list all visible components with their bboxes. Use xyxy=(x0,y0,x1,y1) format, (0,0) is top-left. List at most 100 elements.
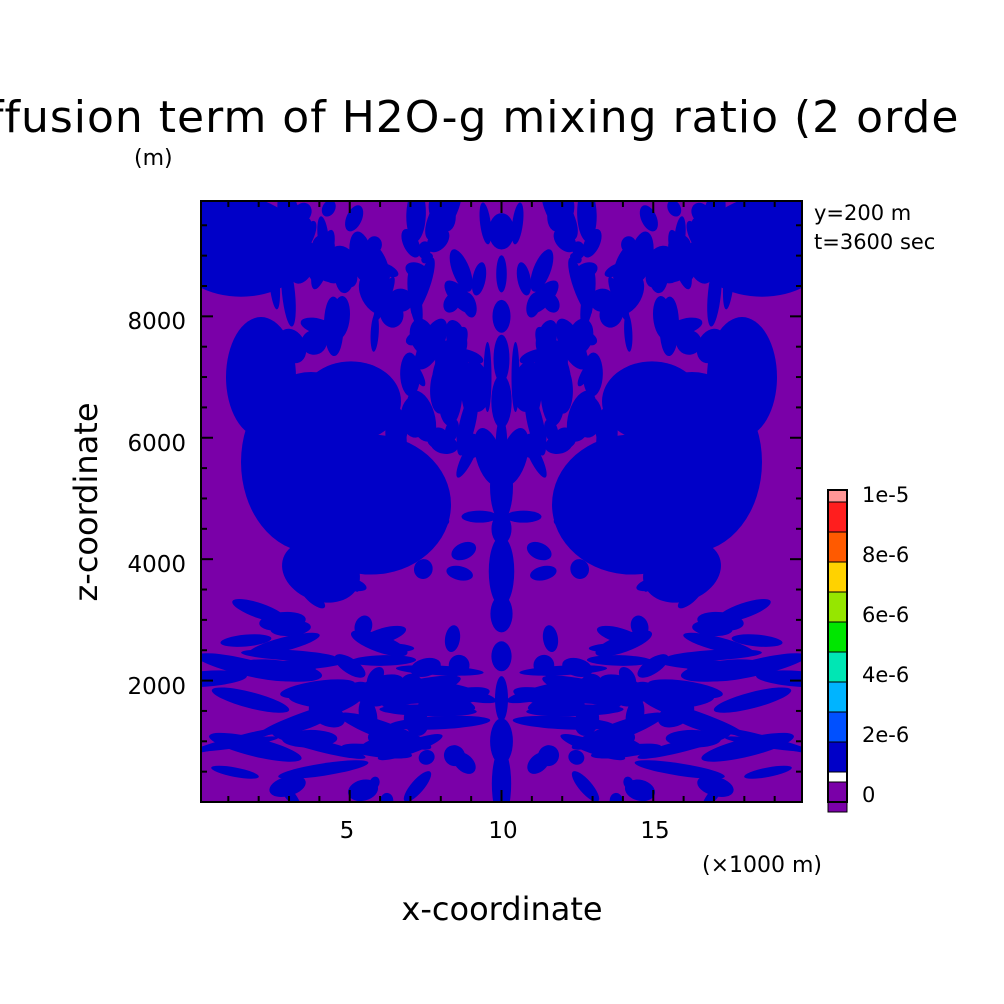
heatmap-cell xyxy=(303,491,324,509)
heatmap-cell xyxy=(403,705,429,736)
heatmap-cell xyxy=(595,430,607,445)
heatmap-cell xyxy=(298,220,317,253)
annotation-t: t=3600 sec xyxy=(814,230,935,254)
heatmap-cell xyxy=(605,503,631,546)
y-tick-label-4000: 4000 xyxy=(127,552,186,578)
heatmap-cell xyxy=(269,437,300,497)
heatmap-cell xyxy=(676,715,732,735)
heatmap-cell xyxy=(527,280,559,314)
heatmap-cell xyxy=(699,771,710,792)
heatmap-cell xyxy=(579,673,603,697)
heatmap-cell xyxy=(306,659,316,673)
heatmap-cell xyxy=(312,234,335,257)
heatmap-cell xyxy=(277,328,307,364)
x-axis-label: x-coordinate xyxy=(401,890,602,928)
heatmap-cell xyxy=(370,312,379,352)
heatmap-cell xyxy=(201,670,247,688)
heatmap-cell xyxy=(429,514,450,527)
heatmap-cell xyxy=(453,752,476,774)
heatmap-cell xyxy=(721,727,802,754)
heatmap-cell xyxy=(542,625,559,653)
heatmap-cell xyxy=(360,364,382,392)
heatmap-cell xyxy=(448,654,470,676)
heatmap-cell xyxy=(677,587,702,609)
colorbar-swatch xyxy=(827,591,848,623)
heatmap-cell xyxy=(533,654,555,676)
heatmap-cell xyxy=(211,765,259,779)
heatmap-cell xyxy=(611,285,631,306)
heatmap-cell xyxy=(529,428,547,450)
heatmap-cell xyxy=(211,687,290,713)
heatmap-cell xyxy=(347,779,379,802)
heatmap-cell xyxy=(637,654,669,678)
heatmap-cell xyxy=(515,367,538,389)
heatmap-cell xyxy=(491,374,512,429)
heatmap-cell xyxy=(648,691,715,709)
heatmap-cell xyxy=(351,655,417,666)
heatmap-cell xyxy=(756,670,802,688)
colorbar-label: 1e-5 xyxy=(862,483,909,507)
heatmap-cell xyxy=(604,262,629,278)
heatmap-cell xyxy=(288,691,355,709)
heatmap-cell xyxy=(668,234,691,257)
heatmap-cell xyxy=(372,285,392,306)
heatmap-cell xyxy=(553,228,577,253)
heatmap-cell xyxy=(396,430,408,445)
heatmap-cell xyxy=(588,643,632,652)
heatmap-cell xyxy=(358,697,378,733)
heatmap-cell xyxy=(574,329,598,346)
heatmap-cell xyxy=(630,615,649,638)
heatmap-cell xyxy=(405,329,429,346)
heatmap-cell xyxy=(418,750,435,765)
heatmap-cell xyxy=(372,503,398,546)
colorbar-label: 6e-6 xyxy=(862,603,909,627)
heatmap-field xyxy=(201,201,802,802)
heatmap-cell xyxy=(624,312,633,352)
heatmap-cell xyxy=(572,241,586,259)
heatmap-cell xyxy=(330,392,371,413)
heatmap-cell xyxy=(530,249,554,292)
heatmap-cell xyxy=(388,288,414,312)
heatmap-cell xyxy=(618,666,637,688)
heatmap-cell xyxy=(697,208,730,241)
heatmap-cell xyxy=(446,565,473,581)
heatmap-cell xyxy=(440,356,454,372)
heatmap-cell xyxy=(632,392,673,413)
colorbar-label: 4e-6 xyxy=(862,663,909,687)
heatmap-cell xyxy=(451,541,477,561)
heatmap-cell xyxy=(568,750,585,765)
heatmap-cell xyxy=(334,252,355,294)
colorbar-swatch xyxy=(827,531,848,563)
heatmap-cell xyxy=(381,727,395,745)
heatmap-cell xyxy=(232,599,287,623)
heatmap-cell xyxy=(268,218,303,277)
heatmap-cell xyxy=(354,615,373,638)
heatmap-cell xyxy=(577,357,597,387)
heatmap-cell xyxy=(700,218,735,277)
y-tick-label-8000: 8000 xyxy=(127,309,186,335)
heatmap-cell xyxy=(426,427,449,449)
heatmap-cell xyxy=(637,732,731,759)
heatmap-cell xyxy=(313,326,336,347)
heatmap-cell xyxy=(667,201,682,217)
heatmap-cell xyxy=(630,440,651,460)
heatmap-cell xyxy=(406,357,426,387)
heatmap-cell xyxy=(491,641,512,672)
heatmap-cell xyxy=(490,595,513,633)
heatmap-cell xyxy=(624,779,656,802)
heatmap-cell xyxy=(716,599,771,623)
heatmap-cell xyxy=(675,534,704,566)
heatmap-cell xyxy=(308,700,346,728)
heatmap-cell xyxy=(530,565,557,581)
heatmap-cell xyxy=(382,397,413,433)
heatmap-cell xyxy=(565,341,589,370)
heatmap-cell xyxy=(505,510,542,523)
heatmap-cell xyxy=(491,513,512,545)
heatmap-cell xyxy=(490,451,513,521)
heatmap-cell xyxy=(545,672,568,690)
heatmap-cell xyxy=(366,236,382,254)
heatmap-cell xyxy=(696,328,726,364)
heatmap-cell xyxy=(493,334,510,383)
colorbar-swatch xyxy=(827,741,848,773)
